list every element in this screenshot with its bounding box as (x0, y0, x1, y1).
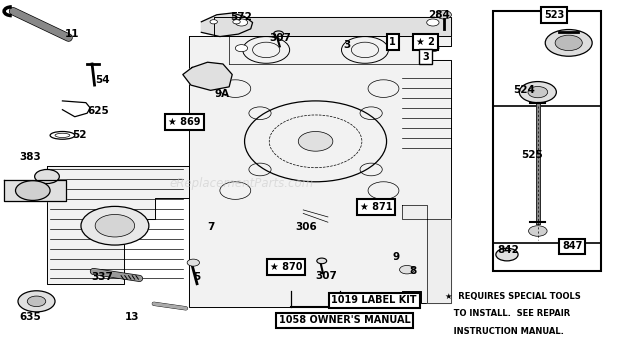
Polygon shape (183, 62, 232, 90)
Circle shape (236, 19, 247, 26)
Text: 524: 524 (513, 85, 535, 95)
Text: 11: 11 (64, 29, 79, 39)
Circle shape (16, 181, 50, 201)
Text: 8: 8 (409, 267, 417, 276)
Text: 383: 383 (19, 152, 41, 162)
Circle shape (233, 20, 240, 24)
Text: 54: 54 (95, 75, 110, 85)
Circle shape (399, 265, 414, 274)
Circle shape (545, 30, 592, 56)
Circle shape (27, 296, 46, 307)
FancyBboxPatch shape (494, 11, 601, 271)
Circle shape (273, 31, 283, 37)
Circle shape (35, 169, 60, 184)
Circle shape (18, 291, 55, 312)
Text: 5: 5 (193, 272, 201, 282)
Text: 306: 306 (296, 222, 317, 233)
Circle shape (388, 293, 401, 300)
Polygon shape (189, 17, 451, 307)
Text: 284: 284 (428, 10, 450, 20)
Circle shape (81, 207, 149, 245)
Text: ★ 871: ★ 871 (360, 202, 392, 212)
Polygon shape (214, 17, 451, 36)
Text: 307: 307 (315, 271, 337, 281)
Text: 1: 1 (389, 37, 396, 47)
Circle shape (368, 182, 399, 199)
Circle shape (520, 82, 556, 103)
Circle shape (298, 132, 333, 151)
Text: 7: 7 (207, 222, 215, 233)
Circle shape (427, 19, 439, 26)
Circle shape (220, 80, 250, 97)
Text: 635: 635 (19, 312, 41, 322)
Polygon shape (202, 13, 252, 37)
Text: eReplacementParts.com: eReplacementParts.com (169, 177, 314, 190)
Text: 9: 9 (392, 252, 399, 262)
Circle shape (236, 44, 247, 52)
Text: ★  REQUIRES SPECIAL TOOLS: ★ REQUIRES SPECIAL TOOLS (445, 292, 581, 300)
Circle shape (317, 258, 327, 264)
Text: TO INSTALL.  SEE REPAIR: TO INSTALL. SEE REPAIR (445, 309, 570, 318)
Text: 10: 10 (389, 294, 403, 305)
Polygon shape (4, 180, 66, 201)
Circle shape (427, 44, 439, 52)
Text: 625: 625 (87, 107, 109, 116)
Text: 523: 523 (544, 10, 564, 20)
Circle shape (187, 259, 200, 266)
Text: 3: 3 (343, 40, 350, 50)
Circle shape (210, 20, 218, 24)
Text: 1058 OWNER'S MANUAL: 1058 OWNER'S MANUAL (279, 315, 410, 325)
Text: 847: 847 (562, 241, 583, 251)
Circle shape (368, 80, 399, 97)
Text: ★ 870: ★ 870 (270, 262, 303, 272)
Polygon shape (402, 205, 451, 303)
Polygon shape (47, 166, 189, 284)
Circle shape (220, 182, 250, 199)
Text: 3: 3 (422, 52, 429, 62)
Text: ★ 869: ★ 869 (168, 117, 201, 127)
Text: 525: 525 (521, 150, 542, 160)
Text: 842: 842 (497, 245, 519, 255)
Circle shape (529, 226, 547, 236)
Text: INSTRUCTION MANUAL.: INSTRUCTION MANUAL. (445, 327, 564, 336)
Circle shape (249, 107, 271, 120)
Circle shape (555, 35, 582, 50)
Circle shape (436, 11, 451, 19)
Circle shape (95, 215, 135, 237)
Text: 52: 52 (73, 130, 87, 140)
Text: 337: 337 (92, 272, 113, 282)
Text: 13: 13 (125, 312, 139, 322)
Text: 307: 307 (269, 32, 291, 43)
Text: 572: 572 (231, 12, 252, 22)
Text: ★ 2: ★ 2 (416, 37, 435, 47)
Circle shape (528, 86, 547, 98)
Circle shape (249, 163, 271, 176)
Circle shape (360, 107, 383, 120)
Circle shape (496, 248, 518, 261)
Text: 1019 LABEL KIT: 1019 LABEL KIT (332, 295, 417, 305)
Circle shape (360, 163, 383, 176)
Text: 9A: 9A (214, 89, 229, 99)
